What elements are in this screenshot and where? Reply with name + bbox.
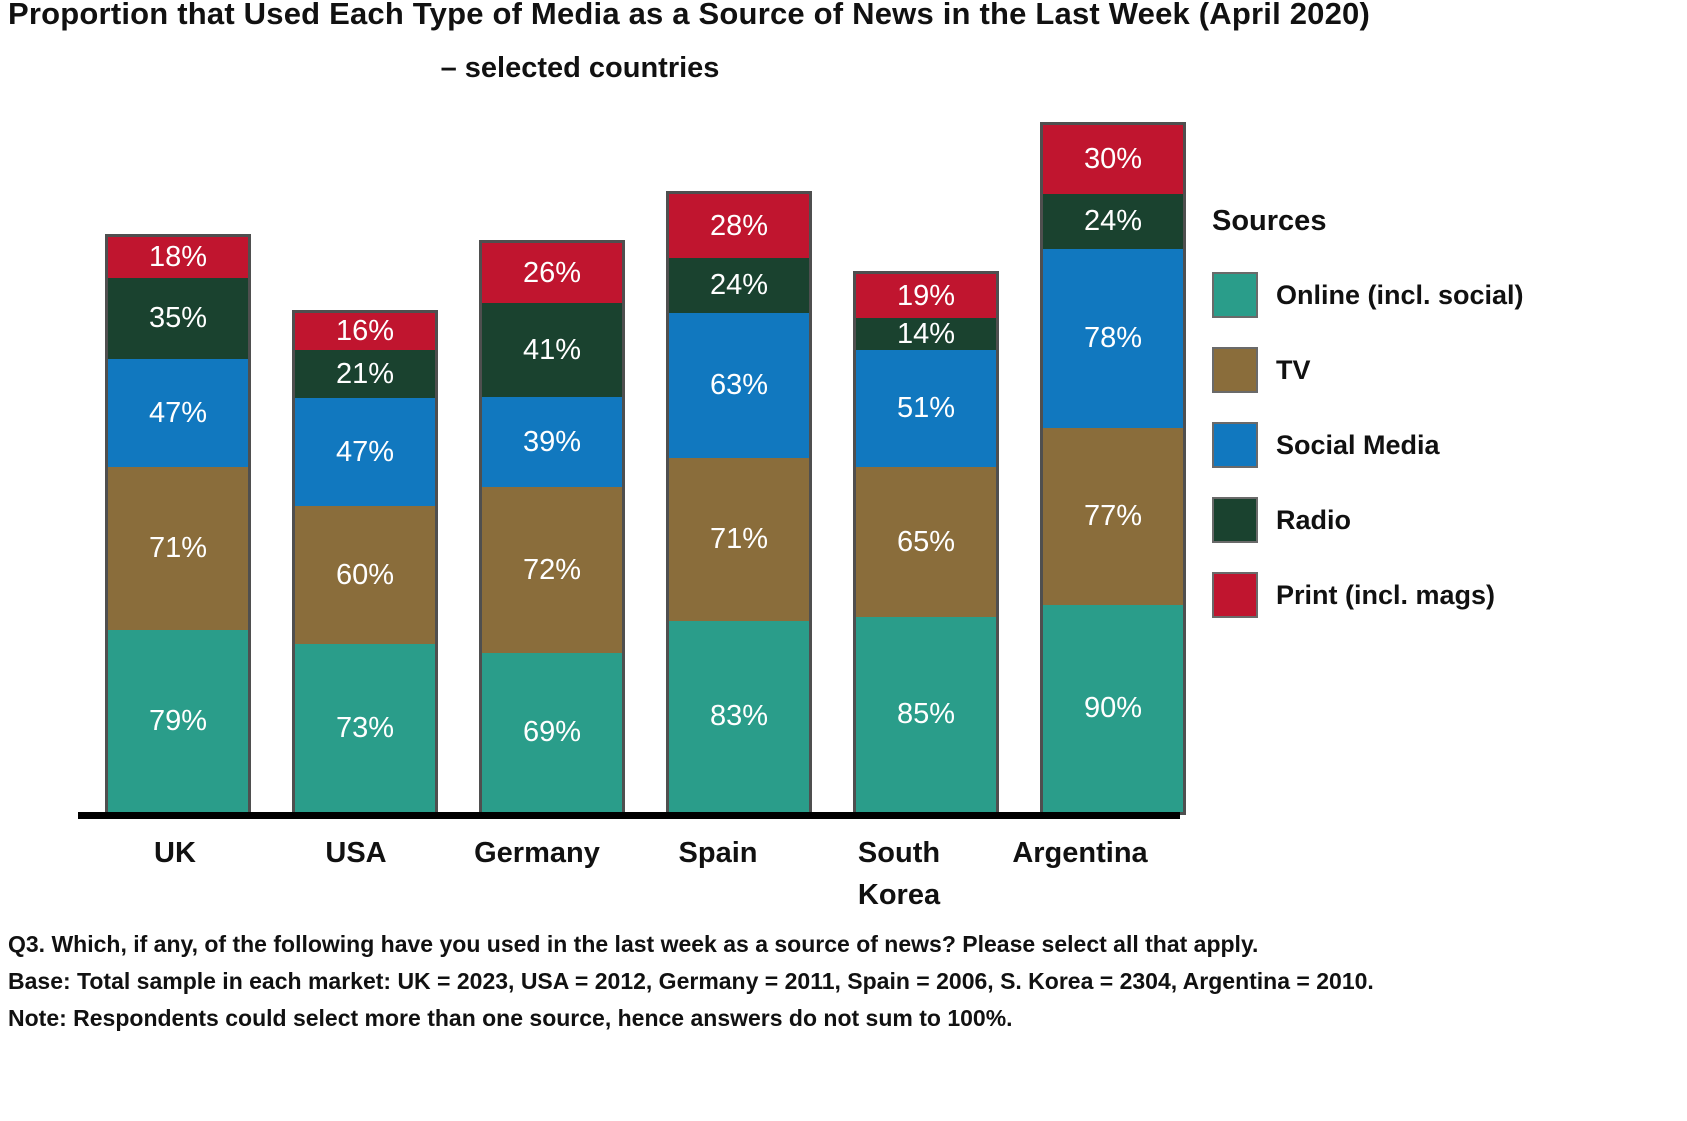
segment-value-label: 69%	[522, 716, 582, 748]
segment-value-label: 30%	[1083, 143, 1143, 175]
x-axis-label-uk: UK	[154, 837, 196, 869]
segment-usa-radio: 21%	[295, 350, 435, 398]
bar-usa: 16% 21% 47% 60% 73%	[292, 310, 438, 815]
segment-value-label: 71%	[709, 523, 769, 555]
segment-argentina-print-incl-mags-: 30%	[1043, 125, 1183, 194]
legend-item-online-incl-social-: Online (incl. social)	[1212, 272, 1632, 318]
legend-swatch	[1212, 347, 1258, 393]
segment-uk-tv: 71%	[108, 467, 248, 630]
segment-value-label: 73%	[335, 711, 395, 744]
footnote-line-1: Q3. Which, if any, of the following have…	[8, 931, 1259, 957]
segment-value-label: 28%	[709, 209, 769, 242]
segment-uk-online-incl-social-: 79%	[108, 630, 248, 812]
segment-value-label: 18%	[148, 241, 208, 273]
segment-value-label: 72%	[522, 553, 582, 586]
segment-spain-online-incl-social-: 83%	[669, 621, 809, 812]
segment-spain-radio: 24%	[669, 258, 809, 313]
segment-spain-social-media: 63%	[669, 313, 809, 458]
legend-item-print-incl-mags-: Print (incl. mags)	[1212, 572, 1632, 618]
segment-value-label: 47%	[148, 396, 208, 429]
segment-value-label: 83%	[709, 700, 769, 732]
segment-uk-print-incl-mags-: 18%	[108, 237, 248, 278]
segment-south-korea-radio: 14%	[856, 318, 996, 350]
segment-value-label: 90%	[1083, 692, 1143, 724]
segment-value-label: 24%	[709, 269, 769, 301]
legend-label: Print (incl. mags)	[1276, 579, 1496, 610]
segment-value-label: 24%	[1083, 205, 1143, 237]
x-axis-label-spain: Spain	[678, 837, 758, 869]
segment-value-label: 41%	[522, 333, 582, 366]
segment-value-label: 78%	[1083, 322, 1143, 354]
x-axis-line	[78, 812, 1180, 819]
segment-uk-radio: 35%	[108, 278, 248, 359]
segment-argentina-radio: 24%	[1043, 194, 1183, 249]
segment-value-label: 65%	[896, 525, 956, 558]
legend-item-social-media: Social Media	[1212, 422, 1632, 468]
x-axis-label-south-korea: South Korea	[857, 837, 941, 912]
segment-value-label: 26%	[522, 256, 582, 289]
segment-germany-social-media: 39%	[482, 397, 622, 487]
chart-title: Proportion that Used Each Type of Media …	[8, 0, 1371, 31]
segment-value-label: 39%	[522, 425, 582, 458]
segment-value-label: 77%	[1083, 500, 1143, 532]
segment-value-label: 16%	[335, 315, 395, 347]
segment-uk-social-media: 47%	[108, 359, 248, 467]
segment-spain-tv: 71%	[669, 458, 809, 621]
segment-value-label: 63%	[709, 369, 769, 401]
legend-item-tv: TV	[1212, 347, 1632, 393]
legend-swatch	[1212, 422, 1258, 468]
segment-value-label: 60%	[335, 558, 395, 591]
segment-germany-radio: 41%	[482, 303, 622, 397]
segment-value-label: 47%	[335, 435, 395, 468]
segment-value-label: 14%	[896, 317, 956, 350]
x-axis-label-germany: Germany	[474, 837, 600, 869]
legend: Sources Online (incl. social) TV Social Me…	[1212, 205, 1632, 647]
segment-value-label: 21%	[335, 357, 395, 390]
chart-subtitle: – selected countries	[440, 52, 720, 84]
legend-label: Social Media	[1276, 429, 1440, 460]
footnote-line-2: Base: Total sample in each market: UK = …	[8, 967, 1374, 994]
segment-usa-social-media: 47%	[295, 398, 435, 506]
bar-south-korea: 19% 14% 51% 65% 85%	[853, 271, 999, 815]
bar-spain: 28% 24% 63% 71% 83%	[666, 191, 812, 815]
segment-value-label: 71%	[148, 532, 208, 564]
segment-value-label: 85%	[896, 698, 956, 730]
segment-usa-tv: 60%	[295, 506, 435, 644]
legend-swatch	[1212, 272, 1258, 318]
x-axis-label-argentina: Argentina	[1012, 837, 1148, 869]
segment-germany-tv: 72%	[482, 487, 622, 653]
segment-usa-print-incl-mags-: 16%	[295, 313, 435, 350]
legend-items: Online (incl. social) TV Social Media Radio…	[1212, 272, 1632, 618]
footnotes: Q3. Which, if any, of the following have…	[8, 926, 1374, 1036]
segment-argentina-online-incl-social-: 90%	[1043, 605, 1183, 812]
segment-south-korea-print-incl-mags-: 19%	[856, 274, 996, 318]
segment-argentina-tv: 77%	[1043, 428, 1183, 605]
legend-label: Online (incl. social)	[1276, 279, 1524, 310]
segment-value-label: 35%	[148, 302, 208, 334]
segment-germany-online-incl-social-: 69%	[482, 653, 622, 812]
legend-label: TV	[1276, 354, 1311, 385]
legend-swatch	[1212, 572, 1258, 618]
footnote-line-3: Note: Respondents could select more than…	[8, 1004, 1013, 1031]
segment-argentina-social-media: 78%	[1043, 249, 1183, 428]
segment-value-label: 79%	[148, 704, 208, 737]
segment-south-korea-online-incl-social-: 85%	[856, 617, 996, 812]
x-axis-labels: UK USA Germany Spain South Korea Argentina	[105, 832, 1150, 916]
legend-title: Sources	[1212, 205, 1327, 237]
legend-item-radio: Radio	[1212, 497, 1632, 543]
bar-germany: 26% 41% 39% 72% 69%	[479, 240, 625, 815]
segment-value-label: 51%	[896, 392, 956, 424]
plot-area: 18% 35% 47% 71% 79% 16% 21% 47% 60% 73% 26% 41% 39% 7…	[105, 122, 1186, 815]
bar-argentina: 30% 24% 78% 77% 90%	[1040, 122, 1186, 815]
x-axis-label-usa: USA	[325, 837, 387, 869]
segment-value-label: 19%	[896, 279, 956, 312]
legend-swatch	[1212, 497, 1258, 543]
segment-germany-print-incl-mags-: 26%	[482, 243, 622, 303]
bar-uk: 18% 35% 47% 71% 79%	[105, 234, 251, 815]
legend-label: Radio	[1276, 504, 1352, 535]
segment-south-korea-tv: 65%	[856, 467, 996, 617]
segment-usa-online-incl-social-: 73%	[295, 644, 435, 812]
segment-spain-print-incl-mags-: 28%	[669, 194, 809, 258]
segment-south-korea-social-media: 51%	[856, 350, 996, 467]
